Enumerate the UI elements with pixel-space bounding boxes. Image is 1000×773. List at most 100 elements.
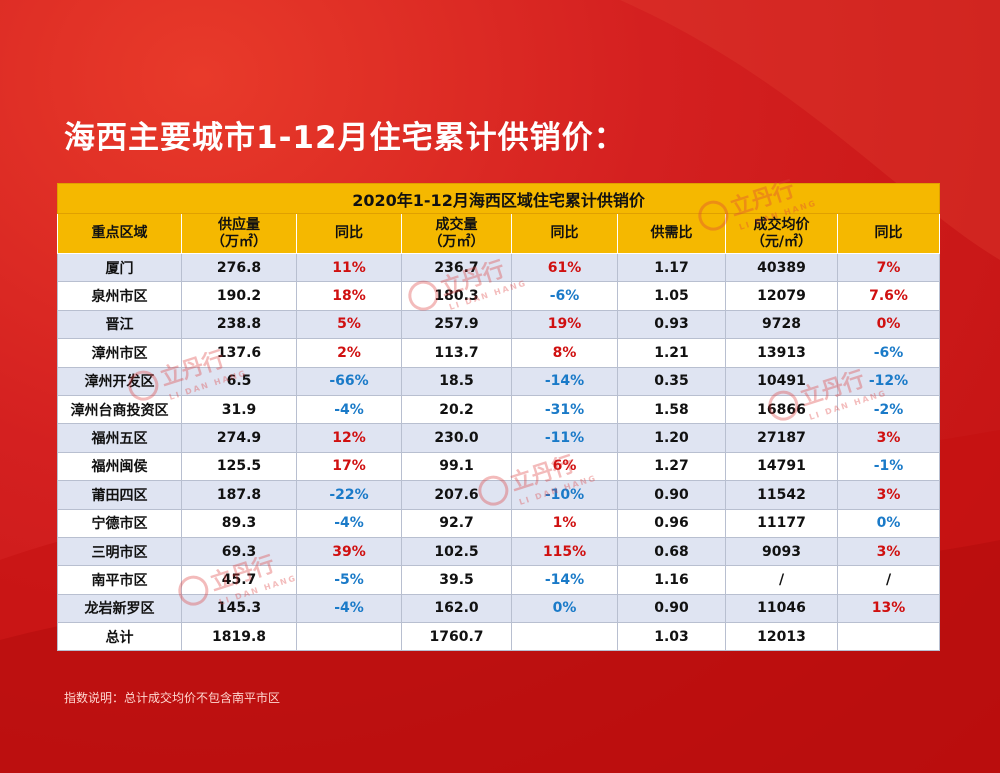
column-header: 重点区域	[57, 213, 182, 254]
column-header-label: 供应量	[218, 216, 260, 233]
value-cell: 1.05	[617, 281, 726, 311]
column-header-unit: （万㎡）	[211, 233, 267, 250]
value-cell: 31.9	[181, 394, 297, 425]
column-header: 同比	[836, 213, 941, 254]
value-cell: 6%	[511, 451, 618, 482]
value-cell: 19%	[511, 309, 618, 340]
value-cell: 145.3	[181, 593, 297, 624]
value-cell: 27187	[725, 423, 838, 453]
value-cell: 10491	[725, 366, 838, 396]
value-cell: 12013	[725, 622, 838, 652]
value-cell	[511, 622, 618, 652]
value-cell: -5%	[296, 565, 402, 595]
value-cell: 14791	[725, 451, 838, 482]
region-cell: 三明市区	[57, 536, 182, 567]
value-cell: 20.2	[401, 394, 512, 425]
value-cell: 40389	[725, 252, 838, 283]
value-cell: -14%	[511, 366, 618, 396]
region-cell: 宁德市区	[57, 508, 182, 538]
value-cell: 0.90	[617, 593, 726, 624]
value-cell	[296, 622, 402, 652]
column-header-label: 同比	[335, 225, 363, 241]
table-row: 宁德市区 89.3 -4% 92.7 1% 0.96 11177 0%	[57, 508, 941, 538]
value-cell: 16866	[725, 394, 838, 425]
value-cell: -14%	[511, 565, 618, 595]
supply-sales-price-table: 2020年1-12月海西区域住宅累计供销价 重点区域 供应量 （万㎡） 同比 成交量 （万…	[56, 183, 941, 652]
value-cell: -2%	[836, 394, 941, 425]
value-cell	[836, 622, 941, 652]
region-cell: 总计	[57, 622, 182, 652]
value-cell: 238.8	[181, 309, 297, 340]
value-cell: 69.3	[181, 536, 297, 567]
region-cell: 龙岩新罗区	[57, 593, 182, 624]
value-cell: 12%	[296, 423, 402, 453]
column-header: 供需比	[617, 213, 726, 254]
value-cell: -6%	[836, 338, 941, 368]
value-cell: 11%	[296, 252, 402, 283]
column-header: 成交均价 （元/㎡）	[725, 213, 838, 254]
value-cell: 3%	[836, 423, 941, 453]
table-row: 龙岩新罗区 145.3 -4% 162.0 0% 0.90 11046 13%	[57, 593, 941, 624]
value-cell: 45.7	[181, 565, 297, 595]
value-cell: 274.9	[181, 423, 297, 453]
value-cell: 1.17	[617, 252, 726, 283]
value-cell: -10%	[511, 480, 618, 510]
value-cell: 125.5	[181, 451, 297, 482]
value-cell: 89.3	[181, 508, 297, 538]
value-cell: 92.7	[401, 508, 512, 538]
region-cell: 晋江	[57, 309, 182, 340]
table-row: 三明市区 69.3 39% 102.5 115% 0.68 9093 3%	[57, 536, 941, 567]
data-table-container: 2020年1-12月海西区域住宅累计供销价 重点区域 供应量 （万㎡） 同比 成交量 （万…	[56, 177, 941, 652]
table-row: 福州五区 274.9 12% 230.0 -11% 1.20 27187 3%	[57, 423, 941, 453]
value-cell: 0.90	[617, 480, 726, 510]
value-cell: 1.16	[617, 565, 726, 595]
region-cell: 莆田四区	[57, 480, 182, 510]
table-row: 晋江 238.8 5% 257.9 19% 0.93 9728 0%	[57, 309, 941, 340]
value-cell: 207.6	[401, 480, 512, 510]
value-cell: 0.35	[617, 366, 726, 396]
value-cell: 5%	[296, 309, 402, 340]
value-cell: 18%	[296, 281, 402, 311]
value-cell: 0%	[511, 593, 618, 624]
value-cell: 11542	[725, 480, 838, 510]
column-header: 供应量 （万㎡）	[181, 213, 297, 254]
value-cell: 3%	[836, 536, 941, 567]
value-cell: -4%	[296, 593, 402, 624]
value-cell: 1819.8	[181, 622, 297, 652]
value-cell: 13913	[725, 338, 838, 368]
region-cell: 福州五区	[57, 423, 182, 453]
column-header: 同比	[296, 213, 402, 254]
value-cell: 0.93	[617, 309, 726, 340]
value-cell: -1%	[836, 451, 941, 482]
value-cell: -11%	[511, 423, 618, 453]
value-cell: 162.0	[401, 593, 512, 624]
value-cell: 1760.7	[401, 622, 512, 652]
value-cell: 61%	[511, 252, 618, 283]
value-cell: 39.5	[401, 565, 512, 595]
table-row: 厦门 276.8 11% 236.7 61% 1.17 40389 7%	[57, 252, 941, 283]
value-cell: 7%	[836, 252, 941, 283]
value-cell: 1.03	[617, 622, 726, 652]
value-cell: 230.0	[401, 423, 512, 453]
value-cell: 17%	[296, 451, 402, 482]
value-cell: 39%	[296, 536, 402, 567]
value-cell: 0.68	[617, 536, 726, 567]
value-cell: 1.27	[617, 451, 726, 482]
column-header-unit: （万㎡）	[428, 233, 485, 250]
column-header-label: 同比	[874, 225, 903, 241]
value-cell: 1.21	[617, 338, 726, 368]
value-cell: 137.6	[181, 338, 297, 368]
value-cell: 11046	[725, 593, 838, 624]
table-row: 莆田四区 187.8 -22% 207.6 -10% 0.90 11542 3%	[57, 480, 941, 510]
page-title: 海西主要城市1-12月住宅累计供销价：	[64, 120, 626, 156]
value-cell: -66%	[296, 366, 402, 396]
value-cell: 115%	[511, 536, 618, 567]
region-cell: 漳州台商投资区	[57, 394, 182, 425]
value-cell: -6%	[511, 281, 618, 311]
column-header-label: 成交量	[435, 216, 478, 233]
region-cell: 泉州市区	[57, 281, 182, 311]
table-caption: 2020年1-12月海西区域住宅累计供销价	[56, 183, 941, 214]
column-header-label: 重点区域	[91, 225, 148, 241]
value-cell: -12%	[836, 366, 941, 396]
region-cell: 漳州市区	[57, 338, 182, 368]
